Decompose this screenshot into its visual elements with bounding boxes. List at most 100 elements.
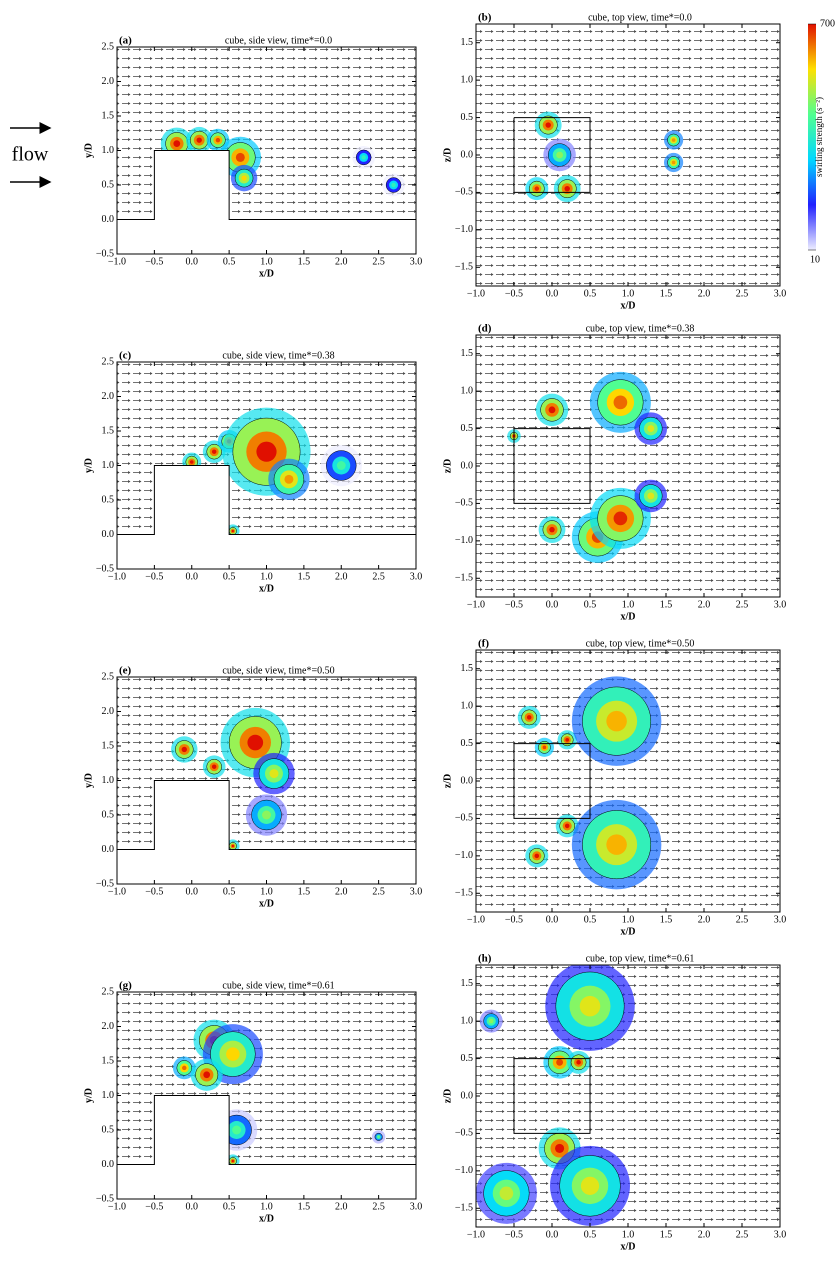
y-tick-label: −1.0 [455,535,473,546]
x-tick-label: 2.5 [736,1229,749,1240]
x-tick-label: 2.5 [372,1201,385,1212]
y-tick-label: 1.5 [461,663,474,674]
vortex-center [181,746,187,753]
vortex [589,487,651,549]
x-tick-label: 3.0 [774,914,787,925]
flow-label: flow [12,144,49,166]
x-tick-label: −1.0 [108,886,126,897]
y-tick-label: −1.5 [455,262,473,273]
x-tick-label: 3.0 [774,1229,787,1240]
vortex-center [226,1047,240,1061]
vortex-center [241,175,247,181]
vortex [253,752,295,795]
x-tick-label: −1.0 [108,1201,126,1212]
x-axis-label: x/D [259,583,274,594]
x-tick-label: 1.0 [622,914,635,925]
colorbar-tick-label: 7000 [820,18,835,29]
vortex [571,799,662,890]
y-tick-label: 1.5 [461,37,474,48]
x-tick-label: 0.5 [223,1201,236,1212]
y-tick-label: 1.0 [102,145,115,156]
y-tick-label: 0.0 [461,149,474,160]
x-tick-label: 2.0 [698,1229,711,1240]
x-axis-label: x/D [621,611,636,622]
y-tick-label: 2.0 [102,706,115,717]
x-tick-label: −0.5 [505,1229,523,1240]
vortex [320,444,362,487]
x-tick-label: −1.0 [467,599,485,610]
panel-label: (a) [119,35,132,47]
vortex-center [565,738,570,742]
y-tick-label: −0.5 [96,878,114,889]
plot-area [117,47,416,254]
vortex-center [549,526,555,533]
vortex-center [556,1058,564,1066]
x-tick-label: 2.5 [736,599,749,610]
body-mask [117,1095,416,1199]
x-tick-label: 0.0 [186,571,199,582]
x-tick-label: 2.0 [698,288,711,299]
vortex [190,1058,223,1091]
x-tick-label: 2.0 [335,1201,348,1212]
x-tick-label: −1.0 [108,571,126,582]
y-tick-label: 1.0 [461,74,474,85]
y-tick-label: −1.0 [455,1165,473,1176]
y-tick-label: 2.0 [102,76,115,87]
vortex [230,164,258,192]
vortex [555,814,579,838]
x-tick-label: −1.0 [467,914,485,925]
y-tick-label: 1.0 [461,1015,474,1026]
vortex-center [579,995,601,1017]
y-tick-label: 2.5 [102,671,115,682]
y-tick-label: 2.0 [102,391,115,402]
x-tick-label: 0.5 [223,256,236,267]
vortex-center [526,715,532,720]
vortex-center [231,529,234,533]
vortex-center [580,1176,600,1195]
vortex [525,177,549,201]
x-tick-label: 3.0 [410,886,423,897]
vortex [186,126,213,154]
vortex [664,130,684,150]
vortex-center [391,182,396,188]
vortex-center [534,853,540,859]
cube-outline [117,150,416,220]
vortex [557,730,577,750]
y-tick-label: 0.0 [102,1159,115,1170]
vortex-center [488,1018,494,1024]
vortex-center [606,710,627,732]
y-tick-label: 1.0 [102,1090,115,1101]
panel-label: (h) [478,953,492,965]
vortex-center [173,140,181,147]
vortex [545,965,635,1051]
vortex [543,138,576,172]
vortex-center [564,823,570,829]
x-axis-label: x/D [259,898,274,909]
vortex-center [545,122,551,128]
vortex-center [377,1135,380,1139]
vortex [202,440,226,464]
y-tick-label: 0.0 [461,775,474,786]
y-tick-label: 0.5 [461,738,474,749]
y-tick-label: 1.5 [102,110,115,121]
x-axis-label: x/D [621,300,636,311]
y-tick-label: −0.5 [455,813,473,824]
x-tick-label: 0.5 [223,886,236,897]
body-mask [117,780,416,884]
x-tick-label: 0.5 [584,599,597,610]
x-tick-label: 1.5 [660,599,673,610]
x-tick-label: 2.5 [372,571,385,582]
vortex-center [613,511,628,526]
x-tick-label: 0.5 [584,1229,597,1240]
x-tick-label: 2.0 [698,914,711,925]
vortex-center [555,1143,565,1153]
x-tick-label: 1.0 [622,288,635,299]
x-tick-label: 3.0 [774,288,787,299]
panel-title: cube, side view, time*=0.61 [222,980,334,991]
x-tick-label: 2.0 [335,886,348,897]
vortex-center [189,460,194,464]
y-tick-label: 2.0 [102,1021,115,1032]
cube-outline [513,1058,591,1134]
y-tick-label: 0.5 [102,494,115,505]
x-tick-label: 1.0 [260,571,273,582]
